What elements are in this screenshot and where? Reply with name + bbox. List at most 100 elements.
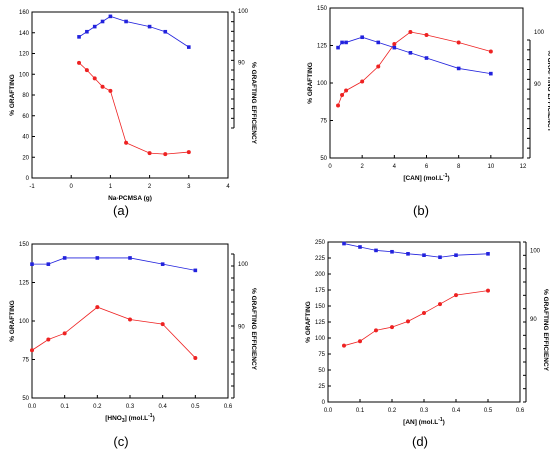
grafting-point (160, 322, 165, 327)
efficiency-point (406, 252, 410, 256)
grafting-point (422, 311, 426, 316)
efficiency-point (374, 248, 378, 253)
y2-tick-label: 100 (534, 30, 545, 36)
y-tick-label: 120 (19, 52, 30, 58)
grafting-point (62, 331, 67, 336)
x-tick-label: 4 (226, 184, 230, 190)
grafting-point (128, 317, 132, 322)
y-tick-label: 80 (22, 93, 29, 99)
y-tick-label: 100 (19, 319, 30, 325)
grafting-point (163, 152, 168, 157)
grafting-point (376, 64, 381, 69)
y-tick-label: 225 (315, 256, 326, 262)
y-axis-label: % GRAFTING (9, 74, 16, 116)
efficiency-point (100, 19, 105, 24)
grafting-point (358, 339, 362, 344)
x-tick-label: 0.5 (484, 408, 493, 414)
x-tick-label: 0.4 (452, 408, 461, 414)
y2-tick-label: 100 (238, 262, 249, 268)
efficiency-point (456, 66, 461, 71)
y-tick-label: 50 (22, 396, 29, 402)
panel-label: (c) (113, 434, 128, 449)
grafting-point (408, 30, 413, 34)
y-tick-label: 140 (19, 31, 30, 37)
efficiency-series-line (343, 243, 489, 258)
y2-tick-label: 90 (530, 317, 537, 323)
y-axis-label: % GRAFTING (305, 301, 312, 343)
grafting-point (92, 76, 97, 81)
y-tick-label: 160 (19, 10, 30, 16)
x-tick-label: 0 (70, 184, 74, 190)
grafting-series-line (337, 31, 491, 106)
y-tick-label: 100 (315, 336, 326, 342)
efficiency-point (77, 35, 81, 39)
y-tick-label: 175 (315, 288, 326, 294)
y-tick-label: 100 (19, 72, 30, 78)
y-axis-label: % GRAFTING (9, 300, 16, 342)
grafting-point (360, 79, 365, 84)
grafting-point (488, 49, 493, 54)
grafting-point (124, 140, 129, 145)
y2-tick-label: 100 (238, 9, 249, 15)
chart-panel: 0.0 0.1 0.2 0.3 0.4 0.5 0.6 50 75 100 125 150 90 100%… (9, 242, 257, 449)
plot-frame (327, 241, 521, 403)
grafting-point (454, 293, 458, 298)
efficiency-point (376, 40, 381, 45)
grafting-series-line (343, 290, 489, 347)
efficiency-point (424, 56, 429, 60)
x-tick-label: 1 (109, 184, 113, 190)
grafting-point (147, 151, 152, 156)
grafting-point (344, 88, 349, 93)
panel-label: (a) (113, 203, 129, 218)
x-tick-label: 8 (457, 164, 461, 170)
x-tick-label: 6 (425, 164, 429, 170)
x-tick-label: 0.3 (420, 408, 429, 414)
x-tick-label: 0.6 (224, 404, 233, 410)
chart-panel: 0.0 0.1 0.2 0.3 0.4 0.5 0.6 0 25 50 75 100 125 150 175… (305, 240, 549, 449)
y-tick-label: 200 (315, 272, 326, 278)
x-axis-label: [HNO3] (mol.L-1) (105, 413, 154, 424)
y-tick-label: 50 (320, 156, 327, 162)
grafting-point (100, 84, 105, 89)
grafting-point (438, 302, 442, 307)
grafting-point (30, 348, 34, 353)
y2-tick-label: 90 (534, 82, 541, 88)
x-tick-label: 0.4 (158, 404, 167, 410)
y2-tick-label: 90 (238, 324, 245, 330)
grafting-point (406, 319, 410, 324)
plot-frame (31, 11, 229, 179)
efficiency-point (486, 252, 490, 256)
y-tick-label: 0 (322, 400, 326, 406)
x-axis-label: [CAN] (mol.L-1) (403, 173, 449, 182)
grafting-point (193, 355, 198, 360)
efficiency-point (92, 24, 97, 29)
y2-axis-label: % GRAFTING EFFICIENCY (542, 289, 549, 372)
grafting-point (424, 33, 429, 37)
efficiency-point (187, 45, 191, 49)
x-tick-label: 0.2 (388, 408, 397, 414)
x-tick-label: 3 (187, 184, 191, 190)
grafting-point (108, 88, 113, 93)
efficiency-point (46, 262, 51, 266)
x-tick-label: 0.0 (324, 408, 333, 414)
panel-label: (b) (413, 203, 429, 218)
efficiency-point (358, 245, 362, 249)
x-tick-label: 10 (487, 164, 494, 170)
y-axis-label: % GRAFTING (307, 62, 314, 104)
efficiency-point (95, 256, 100, 260)
x-tick-label: 2 (148, 184, 152, 190)
efficiency-point (489, 71, 493, 76)
y2-axis-label: % GRAFTING EFFICIENCY (250, 62, 257, 145)
efficiency-point (340, 40, 344, 45)
y-tick-label: 60 (22, 114, 29, 120)
efficiency-point (128, 256, 132, 260)
y-tick-label: 125 (315, 320, 326, 326)
efficiency-series-line (337, 36, 491, 75)
efficiency-point (85, 29, 89, 34)
grafting-point (340, 93, 345, 97)
y2-axis-label: % GRAFTING EFFICIENCY (250, 288, 257, 371)
y-tick-label: 100 (317, 81, 328, 87)
efficiency-point (147, 24, 152, 29)
x-axis-label: Na-PCMSA (g) (108, 195, 152, 202)
